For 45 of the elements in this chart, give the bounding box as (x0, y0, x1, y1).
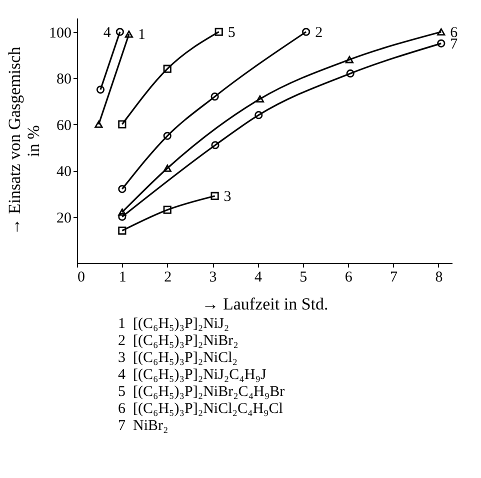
y-tick-label: 40 (56, 164, 72, 180)
y-tick-label: 60 (56, 118, 72, 134)
series-label: 1 (138, 27, 146, 44)
x-tick-label: 1 (118, 270, 126, 286)
x-tick-label: 7 (390, 270, 398, 286)
point (210, 92, 219, 101)
x-tick-label: 4 (254, 270, 262, 286)
x-axis-title: → Laufzeit in Std. (202, 294, 328, 314)
text: 2 [(C₆H₅)₃P]₂NiBr₂ (118, 333, 240, 350)
point (437, 28, 446, 36)
text: 4 [(C₆H₅)₃P]₂NiJ₂C₄H₉J (118, 367, 268, 384)
text: 1 [(C₆H₅)₃P]₂NiJ₂ (118, 316, 230, 333)
text: 7 NiBr₂ (118, 418, 170, 435)
text: 5 [(C₆H₅)₃P]₂NiBr₂C₄H₉Br (118, 384, 286, 401)
y-tick-label: 80 (56, 72, 72, 88)
x-tick-label: 5 (300, 270, 308, 286)
point (210, 192, 219, 200)
y-tick-label: 20 (56, 210, 72, 226)
point (214, 28, 223, 36)
point (163, 64, 172, 73)
point (256, 95, 264, 102)
series-label: 5 (228, 24, 236, 41)
series-label: 4 (103, 24, 112, 41)
text: 6 [(C₆H₅)₃P]₂NiCl₂C₄H₉Cl (118, 401, 284, 418)
x-tick-label: 3 (209, 270, 217, 286)
series-label: 2 (315, 24, 323, 41)
x-tick-label: 6 (344, 270, 353, 286)
series-label: 3 (224, 188, 232, 205)
point (163, 132, 172, 140)
point (163, 164, 172, 172)
x-tick-label: 0 (78, 270, 85, 286)
point (346, 69, 354, 78)
point (345, 56, 354, 64)
point (254, 111, 263, 120)
series-label: 7 (450, 36, 458, 52)
y-axis-title: → Einsatz von Gasgemisch in % (5, 46, 43, 236)
text: 3 [(C₆H₅)₃P]₂NiCl₂ (118, 350, 238, 367)
point (118, 208, 126, 216)
point (211, 141, 220, 150)
point (118, 226, 126, 235)
x-tick-label: 2 (164, 270, 172, 286)
point (163, 206, 172, 214)
y-tick-label: 100 (49, 25, 72, 42)
x-tick-label: 8 (435, 270, 443, 286)
point (118, 120, 126, 128)
